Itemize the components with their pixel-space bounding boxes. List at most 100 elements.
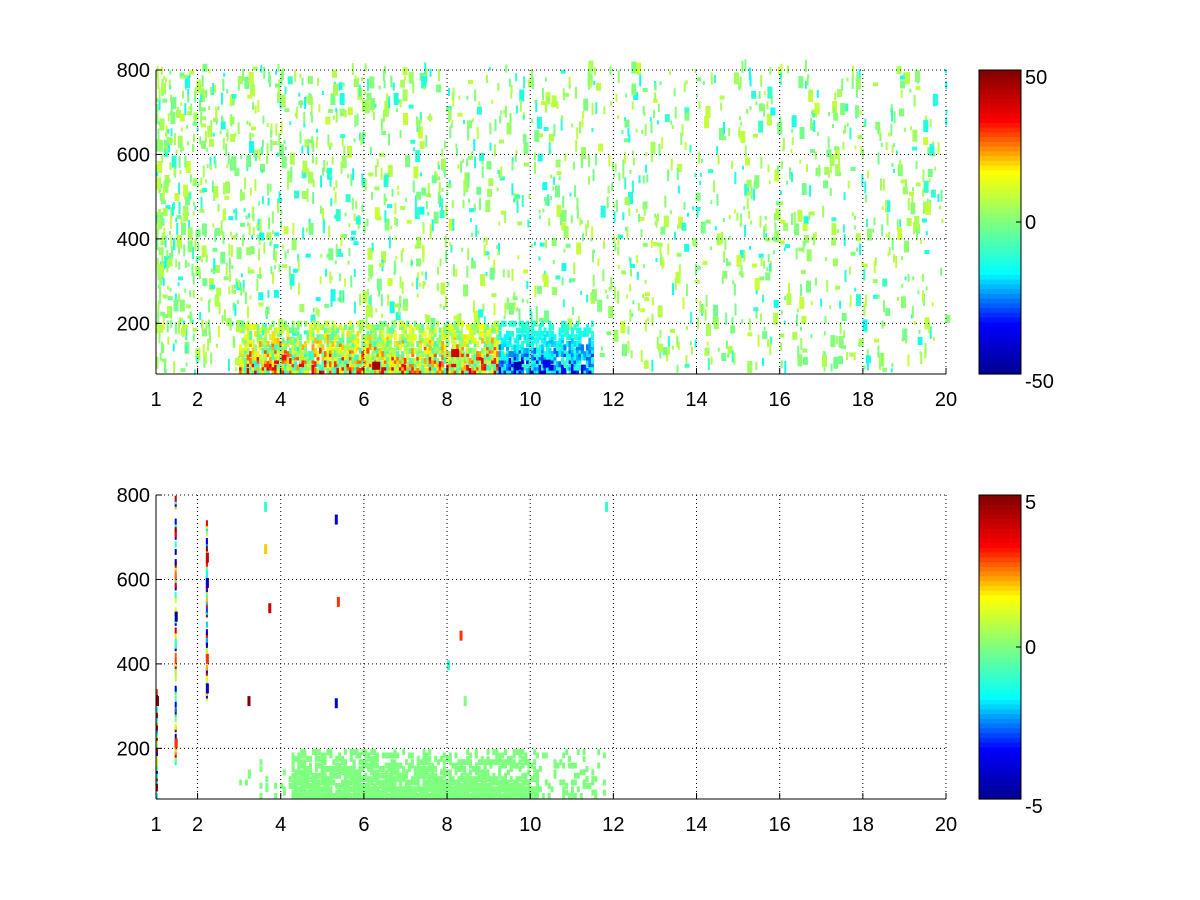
heatmap-cell-1331	[589, 79, 592, 88]
heatmap-cell-1067	[301, 170, 307, 179]
heatmap-cell-574	[460, 772, 464, 779]
heatmap-cell-873	[881, 224, 884, 237]
heatmap-cell-319	[827, 169, 830, 178]
heatmap-cell-2770	[386, 357, 390, 364]
heatmap-cell-3403	[546, 368, 550, 374]
heatmap-cell-2629	[351, 361, 355, 368]
heatmap-cell-2435	[299, 347, 303, 354]
heatmap-cell-347	[387, 772, 391, 779]
colorbar-swatch-16	[979, 293, 1021, 299]
heatmap-cell-2961	[433, 330, 437, 337]
heatmap-cell-1557	[795, 247, 798, 260]
heatmap-cell-3260	[508, 320, 512, 327]
heatmap-cell-2585	[341, 368, 345, 374]
heatmap-cell-820	[553, 762, 557, 769]
heatmap-cell-1025	[459, 630, 463, 641]
heatmap-cell-421	[471, 257, 474, 262]
heatmap-cell-1572	[205, 89, 208, 98]
heatmap-cell-258	[209, 166, 212, 171]
heatmap-cell-1420	[937, 142, 940, 155]
heatmap-cell-2123	[217, 106, 220, 111]
heatmap-cell-226	[352, 786, 356, 793]
heatmap-cell-630	[477, 769, 481, 776]
heatmap-cell-256	[209, 330, 212, 343]
heatmap-cell-513	[439, 782, 443, 789]
heatmap-cell-1613	[262, 115, 265, 124]
heatmap-cell-102	[576, 242, 582, 255]
heatmap-cell-2794	[391, 354, 395, 361]
heatmap-cell-1341	[522, 133, 525, 142]
heatmap-cell-1115	[592, 169, 595, 182]
heatmap-cell-3530	[578, 354, 582, 361]
heatmap-cell-784	[527, 769, 531, 776]
heatmap-cell-465	[617, 70, 620, 79]
heatmap-cell-1525	[463, 119, 466, 124]
heatmap-cell-524	[442, 769, 446, 776]
heatmap-cell-582	[463, 779, 467, 786]
heatmap-cell-3152	[483, 327, 487, 334]
heatmap-cell-2691	[366, 340, 370, 347]
heatmap-cell-3093	[468, 337, 472, 344]
heatmap-cell-2386	[286, 357, 290, 364]
heatmap-cell-1969	[705, 219, 711, 224]
heatmap-cell-1892	[284, 251, 287, 260]
heatmap-cell-696	[945, 81, 948, 90]
heatmap-cell-600	[922, 201, 928, 214]
heatmap-cell-301	[500, 110, 503, 115]
heatmap-cell-3504	[570, 340, 574, 347]
heatmap-cell-2601	[343, 347, 347, 354]
heatmap-cell-3511	[573, 357, 577, 364]
heatmap-cell-1533	[673, 88, 676, 97]
heatmap-cell-2360	[279, 340, 283, 347]
heatmap-cell-609	[463, 284, 469, 297]
heatmap-cell-535	[242, 68, 245, 81]
heatmap-cell-2103	[483, 244, 486, 257]
heatmap-cell-1498	[733, 209, 736, 214]
heatmap-cell-849	[579, 793, 583, 799]
heatmap-cell-1521	[766, 113, 772, 126]
heatmap-cell-2859	[408, 361, 412, 368]
heatmap-cell-3006	[446, 334, 450, 341]
heatmap-cell-136	[214, 230, 217, 243]
heatmap-cell-824	[559, 759, 563, 766]
heatmap-cell-1287	[791, 115, 797, 128]
heatmap-cell-1814	[267, 183, 270, 196]
heatmap-cell-2632	[351, 351, 355, 358]
heatmap-cell-3202	[496, 354, 500, 361]
heatmap-cell-777	[524, 755, 528, 762]
heatmap-cell-632	[746, 197, 749, 210]
heatmap-cell-1626	[511, 157, 514, 162]
heatmap-cell-296	[180, 216, 183, 225]
heatmap-cell-2508	[321, 361, 325, 368]
heatmap-cell-707	[501, 752, 505, 759]
heatmap-cell-3472	[563, 347, 567, 354]
heatmap-cell-2686	[366, 364, 370, 371]
heatmap-cell-2611	[346, 340, 350, 347]
heatmap-cell-334	[384, 786, 388, 793]
heatmap-cell-808	[536, 752, 540, 759]
heatmap-cell-3416	[548, 351, 552, 358]
heatmap-cell-396	[258, 148, 261, 161]
heatmap-cell-2812	[396, 361, 400, 368]
heatmap-cell-196	[234, 289, 237, 294]
heatmap-cell-423	[410, 752, 414, 759]
heatmap-cell-2037	[875, 121, 881, 130]
heatmap-cell-643	[483, 793, 487, 799]
heatmap-cell-1664	[478, 101, 481, 106]
heatmap-cell-3567	[588, 351, 592, 358]
heatmap-cell-331	[381, 752, 385, 759]
heatmap-cell-407	[405, 759, 409, 766]
heatmap-cell-3561	[585, 324, 589, 331]
heatmap-cell-403	[405, 782, 409, 789]
heatmap-cell-1933	[630, 268, 633, 277]
heatmap-cell-425	[429, 68, 432, 77]
heatmap-cell-163	[332, 793, 336, 799]
heatmap-cell-3078	[466, 368, 470, 374]
heatmap-cell-1930	[200, 140, 206, 149]
heatmap-cell-2475	[311, 354, 315, 361]
heatmap-cell-1672	[527, 219, 530, 228]
heatmap-cell-398	[205, 254, 208, 263]
heatmap-cell-647	[228, 257, 231, 270]
heatmap-cell-576	[910, 202, 916, 215]
heatmap-cell-118	[294, 113, 297, 118]
